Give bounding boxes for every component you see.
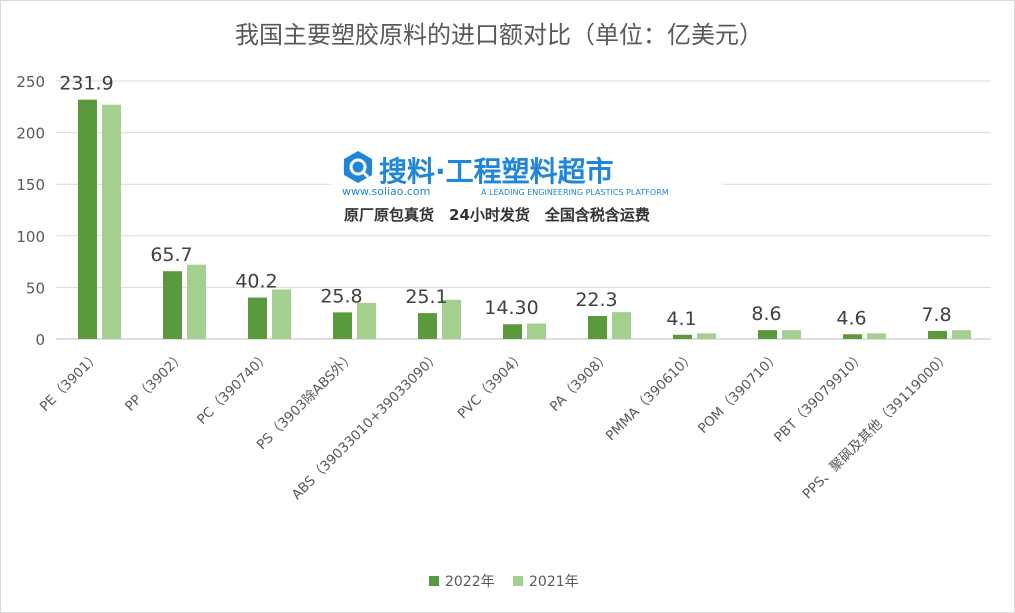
data-label: 65.7 [150,244,192,266]
bar-2021 [527,323,546,339]
y-tick-label: 150 [16,176,45,194]
bar-2021 [442,299,461,339]
bar-2022 [928,330,947,339]
soliao-watermark: 搜料·工程塑料超市 www.soliao.com A LEADING ENGIN… [331,141,723,231]
watermark-url: www.soliao.com [342,185,430,198]
chart-title: 我国主要塑胶原料的进口额对比（单位：亿美元） [235,21,763,49]
bar-2022 [248,297,267,339]
x-tick-label: PP（3902） [122,349,188,415]
data-label: 22.3 [575,289,617,311]
x-tick-label: PVC（3904） [455,349,529,423]
legend-swatch-2022 [429,576,439,586]
legend-label-2021: 2021年 [529,574,579,590]
data-label: 4.1 [666,308,696,330]
bar-2022 [758,330,777,339]
data-label: 14.30 [484,297,538,319]
legend: 2022年 2021年 [429,574,579,590]
x-axis-ticks: PE（3901） PP（3902） PC（390740）PS（3903除ABS外）A… [37,349,953,504]
y-tick-label: 100 [16,228,45,246]
bar-2021 [272,289,291,339]
bar-2022 [503,324,522,339]
bar-2021 [612,312,631,339]
y-tick-label: 250 [16,73,45,91]
x-tick-label: POM（390710） [695,349,783,437]
x-tick-label: PPS、聚砜及其他（39119000） [799,349,953,503]
bars [78,99,971,340]
soliao-logo-icon [344,151,372,183]
watermark-tagline: A LEADING ENGINEERING PLASTICS PLATFORM [481,188,669,197]
x-tick-label: PE（3901） [37,349,103,415]
data-label: 4.6 [836,307,866,329]
y-axis-ticks: 0 50 100 150 200 250 [16,73,45,349]
data-label: 7.8 [921,304,951,326]
bar-2022 [418,313,437,339]
bar-2021 [102,104,121,340]
data-labels: 231.9 65.7 40.2 25.8 25.1 14.30 22.3 4.1 8.6 4.6 7… [59,73,951,330]
bar-2022 [78,99,97,339]
bar-2022 [333,312,352,339]
bar-2022 [163,271,182,339]
x-tick-label: PMMA（390610） [603,349,699,445]
bar-2021 [782,330,801,339]
watermark-brand: 搜料·工程塑料超市 [379,155,614,188]
data-label: 25.1 [405,286,447,308]
data-label: 8.6 [751,303,781,325]
watermark-slogans: 原厂原包真货 24小时发货 全国含税含运费 [344,206,650,224]
y-tick-label: 200 [16,125,45,143]
legend-swatch-2021 [513,576,523,586]
bar-2021 [187,264,206,339]
bar-2021 [697,333,716,339]
legend-label-2022: 2022年 [445,574,495,590]
bar-2021 [357,302,376,339]
bar-2022 [673,334,692,339]
x-tick-label: PBT（39079910） [771,349,868,446]
data-label: 40.2 [235,271,277,293]
x-tick-label: PA（3908） [547,349,613,415]
watermark-background [331,141,723,231]
y-tick-label: 50 [26,279,45,297]
bar-2021 [867,333,886,339]
data-label: 25.8 [320,285,362,307]
bar-2021 [952,330,971,339]
x-tick-label: PC（390740） [194,349,273,428]
gridlines [56,80,991,340]
bar-2022 [843,334,862,339]
data-label: 231.9 [59,73,113,95]
y-tick-label: 0 [35,331,45,349]
x-tick-label: ABS（39033010+39033090） [289,349,444,504]
bar-2022 [588,315,607,339]
